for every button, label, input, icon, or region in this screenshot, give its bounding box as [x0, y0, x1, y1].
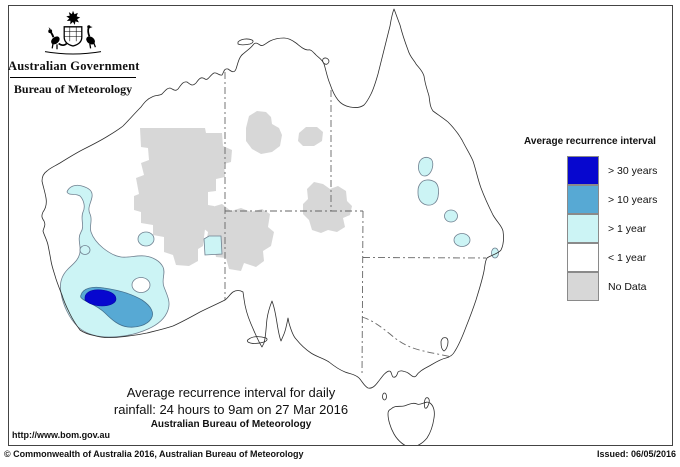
caption-line1: Average recurrence interval for daily [126, 385, 336, 400]
legend-row: > 1 year [567, 213, 670, 243]
legend-label: > 1 year [608, 222, 647, 235]
legend-swatch-gt30yr [567, 155, 599, 185]
gt1yr-region-qld-2 [417, 179, 439, 206]
kangaroo-island [246, 336, 268, 344]
issued-date: Issued: 06/05/2016 [596, 449, 676, 459]
copyright-text: © Commonwealth of Australia 2016, Austra… [4, 449, 304, 459]
legend-swatch-nodata [567, 271, 599, 301]
legend-rows: > 30 years > 10 years > 1 year < 1 year … [567, 155, 670, 301]
legend-label: < 1 year [608, 251, 647, 264]
no-data-regions [134, 111, 352, 271]
tasmania-coastline [387, 401, 435, 445]
gt1yr-region-qld-5 [491, 247, 499, 259]
gt1yr-region-qld-1 [417, 156, 434, 177]
gt1yr-region-qld-3 [444, 209, 458, 223]
legend-row: < 1 year [567, 242, 670, 272]
australia-coastline [41, 8, 504, 389]
act-outline [440, 337, 449, 352]
legend-swatch-lt1yr [567, 242, 599, 272]
flinders-island [423, 397, 430, 409]
map-frame [8, 5, 673, 446]
state-borders [224, 72, 487, 377]
no-data-region-wa [134, 128, 232, 266]
groote-island [322, 57, 330, 65]
no-data-region-nt-east [298, 127, 323, 146]
border-nsw-vic [361, 316, 453, 358]
legend-label: > 10 years [608, 193, 658, 206]
legend: Average recurrence interval > 30 years >… [510, 136, 670, 301]
gt1yr-dot-wa-east [137, 231, 155, 247]
legend-label: No Data [608, 280, 647, 293]
legend-row: > 30 years [567, 155, 670, 185]
agency-title: Bureau of Meteorology [13, 82, 133, 96]
map-caption: Average recurrence interval for daily ra… [88, 384, 374, 431]
legend-row: No Data [567, 271, 670, 301]
government-title: Australian Government [8, 59, 140, 73]
legend-row: > 10 years [567, 184, 670, 214]
legend-label: > 30 years [608, 164, 658, 177]
gt1yr-region-qld-4 [453, 233, 471, 247]
border-sa-east [361, 210, 364, 377]
lt1yr-hole [131, 277, 151, 293]
legend-swatch-gt10yr [567, 184, 599, 214]
coastlines [41, 8, 504, 445]
coat-of-arms-icon [44, 10, 102, 55]
gt1yr-region-wa-border [203, 235, 223, 256]
gt1yr-dot-wa-small [79, 245, 91, 255]
gt30yr-region-sw-wa [84, 289, 117, 307]
caption-line3: Australian Bureau of Meteorology [150, 419, 312, 430]
map-svg [41, 8, 504, 445]
border-qld-nsw [362, 257, 487, 259]
header-logo-block: Australian Government Bureau of Meteorol… [8, 10, 140, 97]
bom-url: http://www.bom.gov.au [12, 430, 110, 440]
legend-title: Average recurrence interval [524, 136, 656, 147]
crest-star [66, 10, 81, 25]
melville-island [237, 38, 254, 46]
caption-line2: rainfall: 24 hours to 9am on 27 Mar 2016 [113, 402, 349, 417]
no-data-region-nt-west [246, 111, 282, 154]
legend-swatch-gt1yr [567, 213, 599, 243]
no-data-region-corner [303, 182, 352, 233]
king-island [382, 392, 387, 401]
logo-divider [10, 77, 136, 78]
